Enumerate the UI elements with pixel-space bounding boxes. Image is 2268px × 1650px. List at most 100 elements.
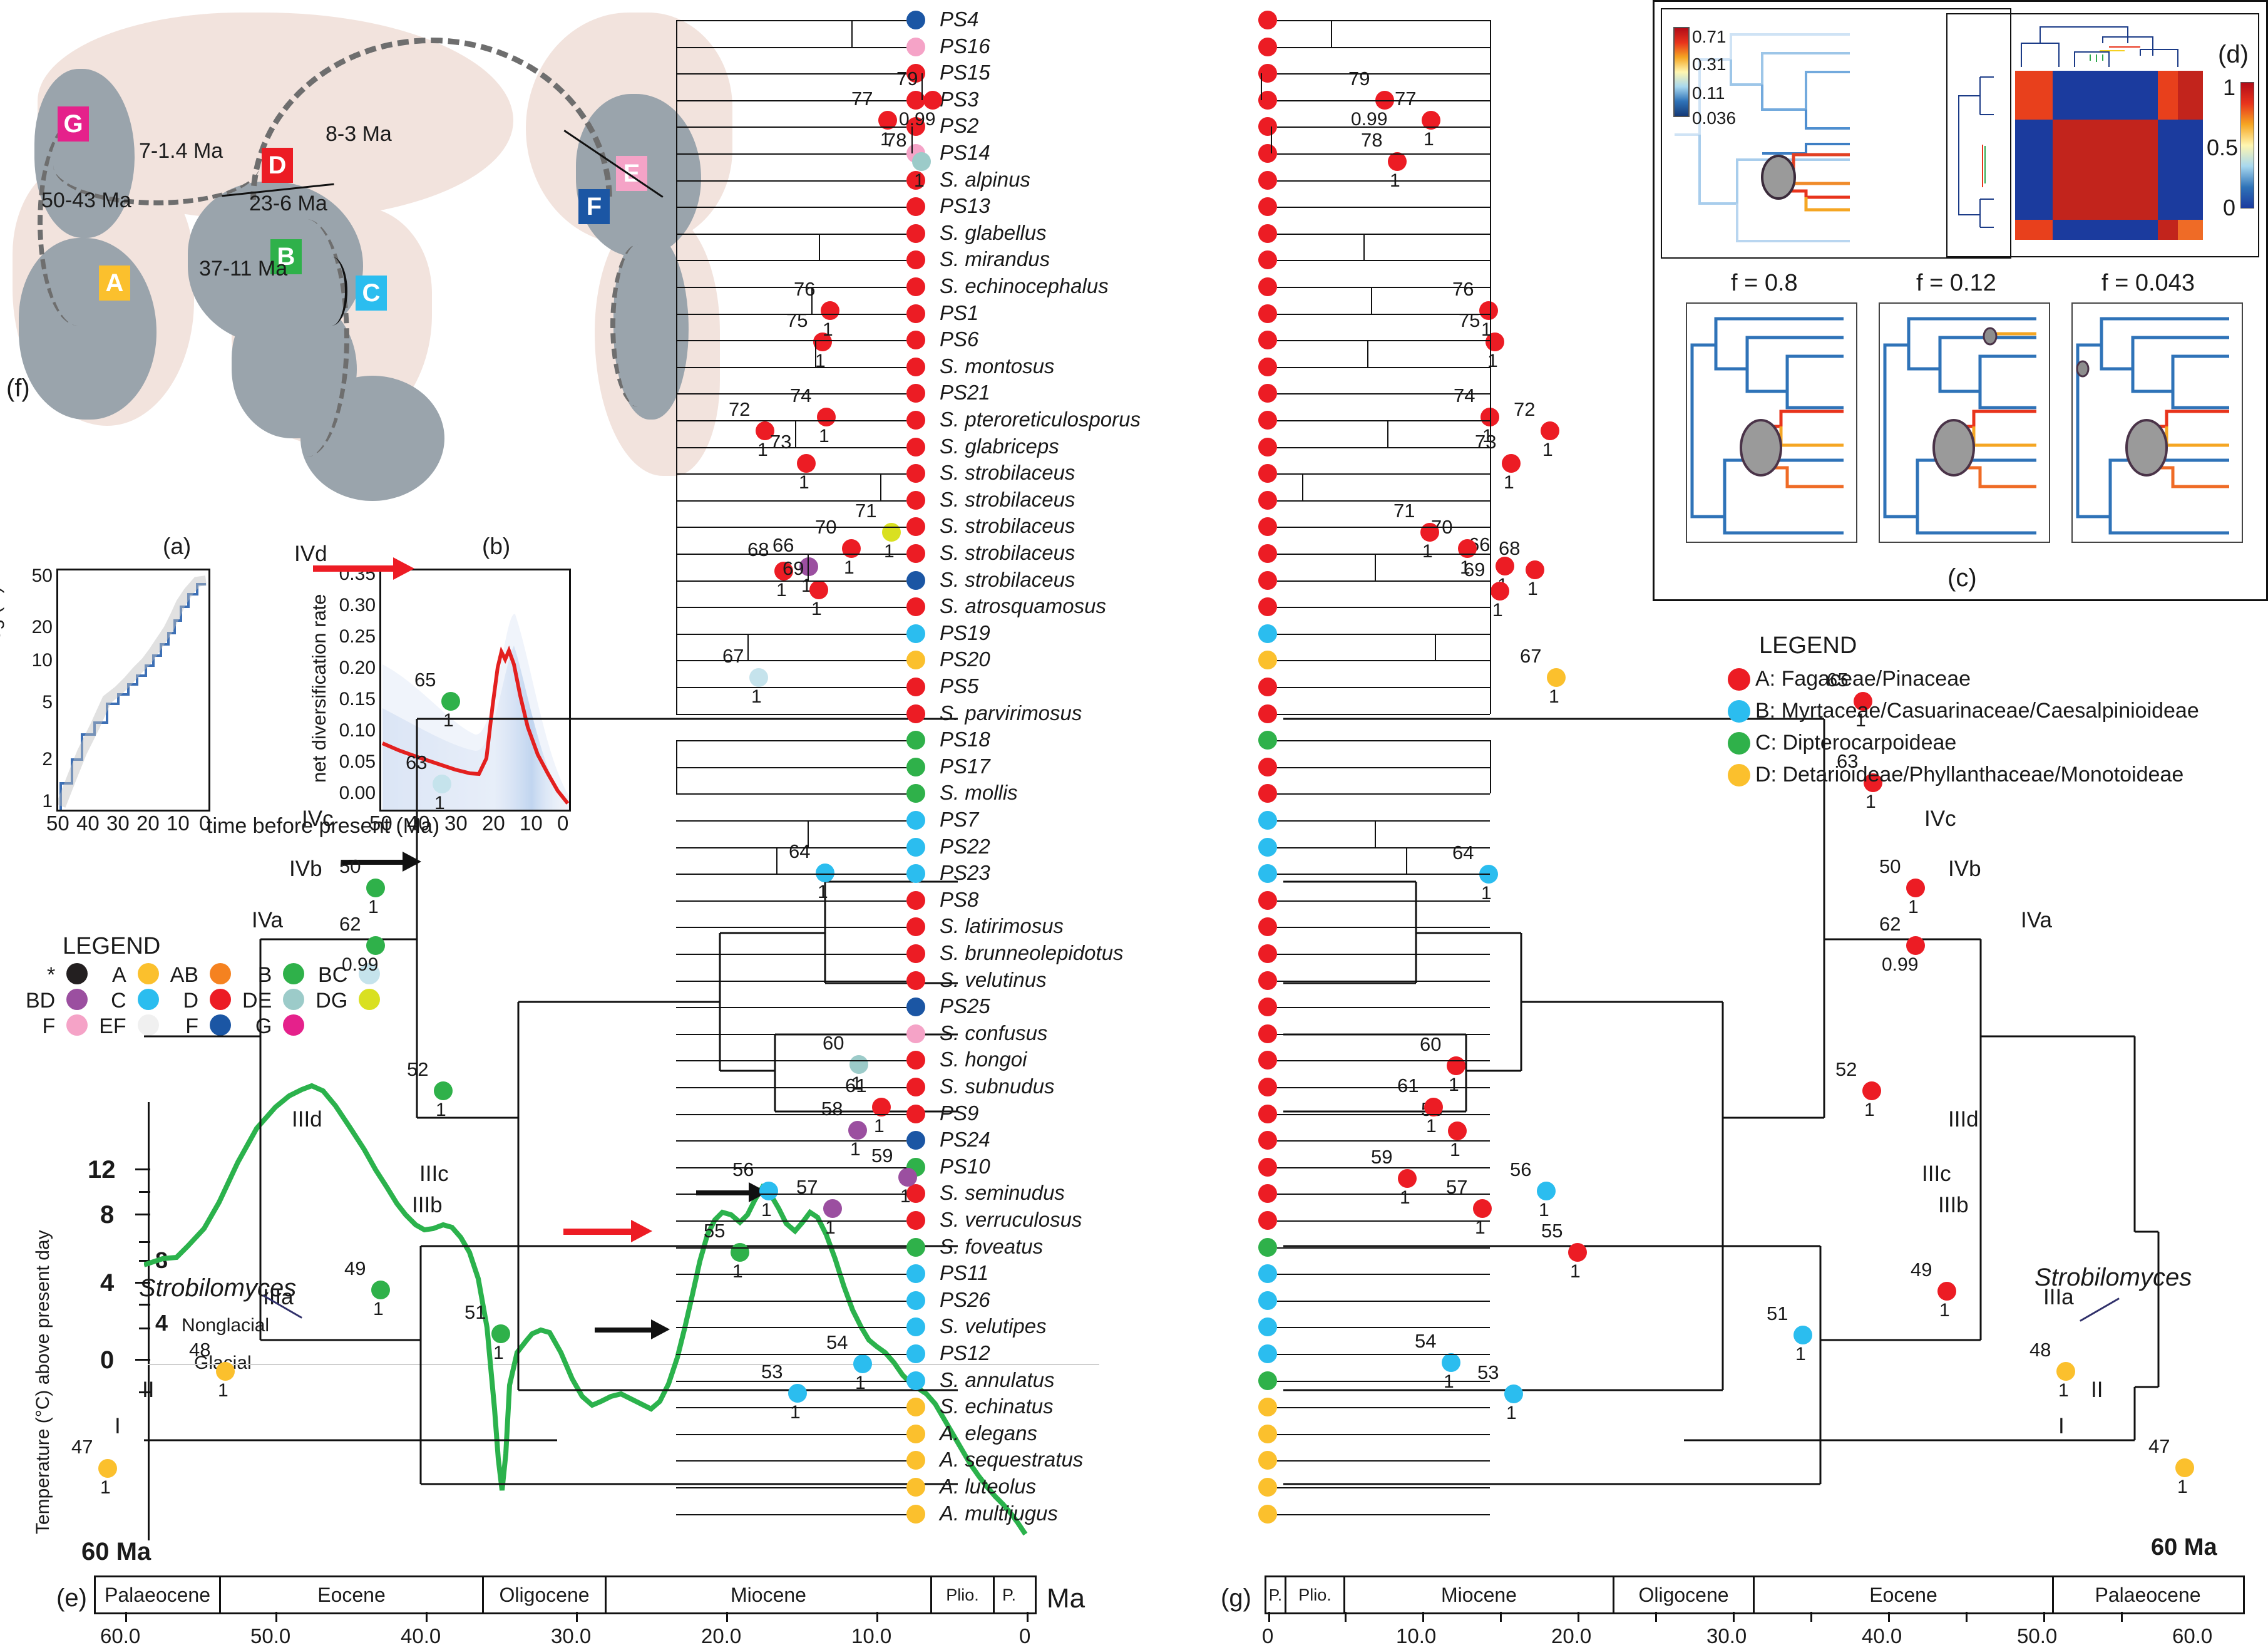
host-tip-dot xyxy=(1258,1451,1277,1470)
terminal-branch-right xyxy=(1277,73,1490,75)
taxon-label: PS4 xyxy=(940,8,979,31)
panel-c-tree-2 xyxy=(2071,302,2243,543)
panel-e-caption: (e) xyxy=(56,1584,87,1612)
biogeography-map-panel: G D E F B C A 8-3 Ma 7-1.4 Ma 50-43 Ma 2… xyxy=(0,0,732,551)
right-node-posterior: 1 xyxy=(1400,1187,1410,1208)
taxon-label: S. mirandus xyxy=(940,247,1050,271)
taxon-label: S. montosus xyxy=(940,354,1055,378)
biogeo-swatch-9 xyxy=(359,989,381,1010)
heatmap-cell-r1c0 xyxy=(2015,120,2053,220)
biogeography-tip-dot xyxy=(906,998,925,1017)
left-internal-hline-a-3 xyxy=(819,233,906,235)
host-tip-dot xyxy=(1258,651,1277,670)
biogeography-tip-dot xyxy=(906,1371,925,1390)
taxon-label: A. sequestratus xyxy=(940,1448,1084,1472)
right-node-posterior: 0.99 xyxy=(1351,109,1388,130)
left-node-number: 55 xyxy=(704,1220,726,1242)
biogeography-tip-dot xyxy=(906,1078,925,1096)
left-cladeIV-spine xyxy=(676,20,677,714)
biogeography-tip-dot xyxy=(906,1291,925,1310)
terminal-branch-left xyxy=(676,1060,906,1062)
right-node-posterior: 1 xyxy=(1539,1200,1549,1220)
black-arrow-IVb-head xyxy=(403,852,421,872)
right-internal-hline-a-4 xyxy=(1277,287,1371,288)
timescale-right-tick-5 xyxy=(1655,1612,1657,1622)
left-node-number: 54 xyxy=(826,1331,848,1353)
temp-major-label-1: 8 xyxy=(100,1201,115,1229)
terminal-branch-left xyxy=(676,420,906,421)
map-dispersal-label-1: 7-1.4 Ma xyxy=(139,139,223,163)
taxon-label: PS18 xyxy=(940,728,990,751)
right-internal-hline-a-9 xyxy=(1277,633,1435,635)
temp-zero-gridline xyxy=(148,1364,1099,1365)
temp-tick-minor-d xyxy=(139,1304,150,1306)
clade-label-IVc-left: IVc xyxy=(302,807,334,831)
heatmap-left-dendrogram xyxy=(1958,76,1994,228)
left-node-pie xyxy=(809,580,828,599)
epoch-cell-pleistocene-right: P. xyxy=(1266,1577,1286,1612)
right-node-posterior: 1 xyxy=(2177,1477,2188,1497)
left-internal-vline-1 xyxy=(921,73,923,100)
temp-major-label-2: 4 xyxy=(100,1269,115,1297)
right-node-number: 52 xyxy=(1835,1058,1857,1080)
temp-tick-major-8 xyxy=(135,1214,150,1215)
terminal-branch-right xyxy=(1277,233,1490,235)
host-tip-dot xyxy=(1258,437,1277,456)
epoch-cell-oligocene-left: Oligocene xyxy=(484,1577,607,1612)
host-tip-dot xyxy=(1258,384,1277,403)
left-internal-vline-0 xyxy=(851,20,853,47)
left-node-posterior: 1 xyxy=(776,580,787,601)
terminal-branch-right xyxy=(1277,473,1490,475)
left-node-number: 60 xyxy=(823,1032,844,1054)
biogeography-tip-dot xyxy=(906,757,925,776)
clade-label-IIIb-left: IIIb xyxy=(412,1193,443,1217)
clade-label-IIId-right: IIId xyxy=(1948,1107,1979,1132)
right-node-posterior: 1 xyxy=(1506,1403,1517,1423)
left-node-pie xyxy=(848,1121,867,1140)
panel-c-shift-ellipse-2 xyxy=(2125,419,2168,477)
host-tip-dot xyxy=(1258,117,1277,137)
timescale-left-tick-3 xyxy=(576,1612,578,1622)
right-node-number: 48 xyxy=(2029,1339,2051,1361)
right-node-posterior: 1 xyxy=(1426,1116,1437,1137)
terminal-branch-left xyxy=(676,153,906,155)
terminal-branch-right xyxy=(1277,287,1490,288)
biogeo-swatch-12 xyxy=(210,1014,232,1036)
timescale-right-tick-9 xyxy=(1966,1612,1968,1622)
left-node-pie xyxy=(491,1324,510,1343)
heatmap-top-dendrogram xyxy=(2021,26,2178,67)
terminal-branch-left xyxy=(676,793,906,795)
terminal-branch-left xyxy=(676,446,906,448)
heatmap-cell-r1c1 xyxy=(2053,120,2158,220)
biogeography-tip-dot xyxy=(906,277,925,296)
right-node-posterior: 1 xyxy=(1542,440,1553,460)
right-node-number: 67 xyxy=(1520,645,1542,667)
host-legend-row-3: D: Detarioideae/Phyllanthaceae/Monotoide… xyxy=(1728,763,2266,787)
terminal-branch-left xyxy=(676,1380,906,1382)
left-node-pie xyxy=(912,152,931,171)
biogeography-tip-dot xyxy=(906,971,925,990)
left-node-number: 69 xyxy=(783,557,804,579)
left-node-number: 62 xyxy=(339,913,361,935)
terminal-branch-right xyxy=(1277,100,1490,101)
left-node-number: 50 xyxy=(339,855,361,877)
terminal-branch-right xyxy=(1277,1247,1490,1249)
taxon-label: S. mollis xyxy=(940,781,1018,805)
terminal-branch-right xyxy=(1277,954,1490,955)
genus-label-right: Strobilomyces xyxy=(2035,1264,2192,1291)
panel-b-ytick-6: 0.05 xyxy=(339,751,376,772)
right-internal-vline-0 xyxy=(1331,20,1332,47)
dispersal-route-africa xyxy=(38,119,118,326)
timescale-left-num-2: 40.0 xyxy=(401,1624,441,1647)
timescale-left-bar: Palaeocene Eocene Oligocene Miocene Plio… xyxy=(94,1575,1037,1614)
timescale-left-num-4: 20.0 xyxy=(701,1624,742,1647)
black-arrow-IVb xyxy=(341,860,404,865)
right-node-number: 51 xyxy=(1767,1302,1788,1324)
taxon-label: S. echinatus xyxy=(940,1395,1054,1418)
taxon-label: PS26 xyxy=(940,1287,990,1311)
terminal-branch-right xyxy=(1277,1087,1490,1088)
map-boundary-curve-malesia xyxy=(316,257,347,326)
right-node-posterior: 1 xyxy=(1504,472,1514,493)
terminal-branch-left xyxy=(676,900,906,902)
host-swatch-C xyxy=(1728,731,1750,755)
